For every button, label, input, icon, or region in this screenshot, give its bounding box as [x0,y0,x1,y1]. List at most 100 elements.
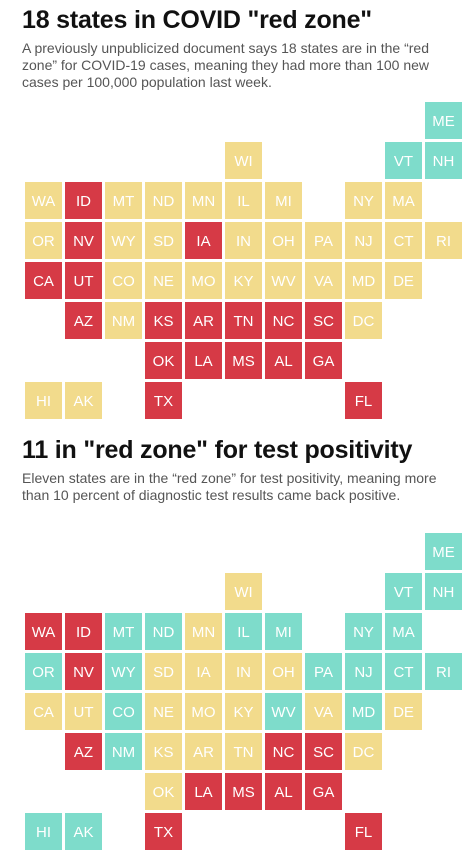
state-tile-ny: NY [345,613,382,650]
state-tile-or: OR [25,222,62,259]
state-tile-rect [145,813,182,850]
state-tile-ok: OK [145,342,182,379]
state-tile-rect [145,222,182,259]
state-tile-label: AK [73,824,93,841]
state-tile-rect [425,102,462,139]
state-tile-label: AZ [74,744,93,761]
state-tile-label: WI [234,153,252,170]
state-tile-rect [345,302,382,339]
state-tile-rect [385,262,422,299]
state-tile-me: ME [425,102,462,139]
state-tile-fl: FL [345,813,382,850]
state-tile-rect [225,262,262,299]
state-tile-rect [185,653,222,690]
state-tile-label: VT [394,153,413,170]
state-tile-tx: TX [145,382,182,419]
state-tile-label: DE [393,273,414,290]
state-tile-nm: NM [105,733,142,770]
state-tile-label: NE [153,704,174,721]
state-tile-label: PA [314,664,333,681]
state-tile-mo: MO [185,693,222,730]
state-tile-rect [385,222,422,259]
state-tile-rect [345,613,382,650]
state-tile-rect [145,382,182,419]
state-tile-la: LA [185,773,222,810]
state-tile-nv: NV [65,222,102,259]
state-tile-mi: MI [265,182,302,219]
state-tile-rect [225,733,262,770]
state-tile-rect [145,653,182,690]
state-tile-rect [425,533,462,570]
state-tile-label: MD [352,704,375,721]
state-tile-rect [305,653,342,690]
state-tile-rect [305,773,342,810]
state-tile-hi: HI [25,813,62,850]
state-tile-rect [145,182,182,219]
state-tile-label: FL [355,824,373,841]
state-tile-label: IA [196,233,210,250]
state-tile-label: MO [191,273,215,290]
state-tile-ma: MA [385,182,422,219]
state-tile-label: OH [272,664,295,681]
state-tile-ca: CA [25,693,62,730]
state-tile-label: KY [233,704,253,721]
state-tile-rect [185,302,222,339]
state-tile-rect [265,773,302,810]
state-tile-rect [25,813,62,850]
state-tile-rect [305,693,342,730]
state-tile-label: AR [193,744,214,761]
state-tile-label: LA [194,353,212,370]
state-tile-label: OK [153,353,175,370]
state-tile-rect [65,733,102,770]
state-tile-nm: NM [105,302,142,339]
state-tile-rect [345,693,382,730]
state-tile-label: UT [74,273,94,290]
state-tile-ks: KS [145,733,182,770]
state-tile-rect [25,182,62,219]
state-tile-rect [65,222,102,259]
state-tile-rect [385,573,422,610]
state-tile-rect [225,302,262,339]
state-tile-label: CT [394,664,414,681]
state-tile-rect [225,222,262,259]
state-tile-id: ID [65,182,102,219]
state-tile-label: NH [433,584,455,601]
state-tile-rect [25,222,62,259]
state-tile-rect [25,653,62,690]
state-tile-rect [225,573,262,610]
state-tile-ny: NY [345,182,382,219]
state-tile-rect [105,653,142,690]
state-tile-label: TX [154,393,173,410]
state-tile-ga: GA [305,342,342,379]
state-tile-ne: NE [145,693,182,730]
state-tile-mn: MN [185,182,222,219]
state-tile-ky: KY [225,262,262,299]
state-tile-vt: VT [385,142,422,179]
state-tile-nh: NH [425,142,462,179]
state-tile-rect [345,382,382,419]
state-tile-rect [185,182,222,219]
state-tile-dc: DC [345,733,382,770]
state-tile-rect [385,613,422,650]
state-tile-rect [65,693,102,730]
state-tile-ut: UT [65,693,102,730]
state-tile-va: VA [305,262,342,299]
state-tile-rect [345,182,382,219]
state-tile-label: MA [392,193,415,210]
state-tile-md: MD [345,693,382,730]
state-tile-label: KY [233,273,253,290]
state-tile-rect [225,142,262,179]
positivity-red-zone-chart: 11 in "red zone" for test positivity Ele… [0,430,473,859]
state-tile-rect [185,693,222,730]
state-tile-rect [305,342,342,379]
state-tile-label: NC [273,313,295,330]
state-tile-or: OR [25,653,62,690]
state-tile-rect [225,613,262,650]
state-tile-label: MI [275,193,292,210]
state-tile-rect [65,182,102,219]
state-tile-rect [265,733,302,770]
state-tile-rect [185,222,222,259]
state-tile-wa: WA [25,613,62,650]
state-tile-co: CO [105,262,142,299]
chart-title: 11 in "red zone" for test positivity [22,436,413,464]
